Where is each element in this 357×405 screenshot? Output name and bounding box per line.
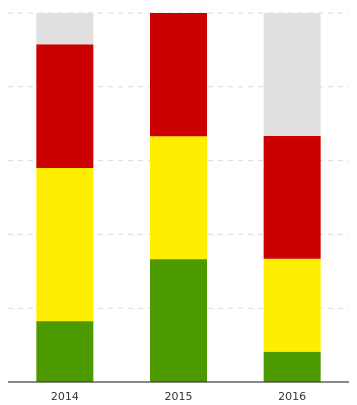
bar-segment-yellow-2016 xyxy=(263,258,321,352)
x-tick-label-2015: 2015 xyxy=(165,390,193,403)
bar-segment-gray-2014 xyxy=(36,13,94,45)
x-tick-label-2014: 2014 xyxy=(51,390,79,403)
bar-stack-2016 xyxy=(263,13,321,382)
bar-segment-yellow-2014 xyxy=(36,167,94,322)
bar-segment-green-2015 xyxy=(150,259,207,382)
bar-segment-red-2016 xyxy=(263,135,321,259)
bar-segment-red-2015 xyxy=(150,13,207,137)
bar-stack-2015 xyxy=(150,13,207,382)
x-tick-labels: 2014 2015 2016 xyxy=(51,390,306,403)
bar-segment-gray-2016 xyxy=(263,13,321,136)
bar-segment-green-2014 xyxy=(36,321,94,382)
bar-segment-yellow-2015 xyxy=(150,136,207,260)
bar-stack-2014 xyxy=(36,13,94,382)
x-tick-label-2016: 2016 xyxy=(278,390,306,403)
bar-stacks xyxy=(36,13,321,382)
bar-segment-green-2016 xyxy=(263,351,321,382)
bar-segment-red-2014 xyxy=(36,44,94,168)
